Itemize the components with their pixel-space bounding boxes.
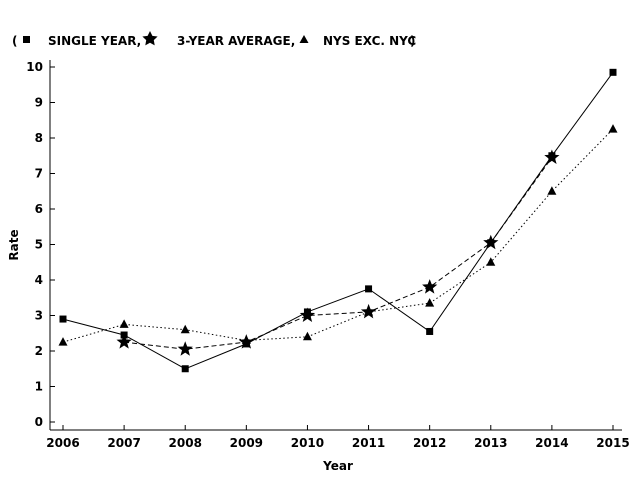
data-point-single-year [609, 68, 617, 76]
data-point-nys-exc-nyc [425, 298, 435, 307]
x-tick-label: 2007 [107, 436, 140, 450]
x-tick-label: 2012 [413, 436, 446, 450]
legend: ( SINGLE YEAR, 3-YEAR AVERAGE, NYS EXC. … [12, 31, 416, 48]
x-tick-label: 2015 [596, 436, 629, 450]
y-axis-title: Rate [7, 229, 21, 260]
y-tick-label: 6 [35, 202, 43, 216]
x-tick-label: 2009 [230, 436, 263, 450]
data-point-single-year [181, 365, 189, 373]
data-point-nys-exc-nyc [180, 324, 190, 334]
y-tick-label: 2 [35, 344, 43, 358]
x-tick-label: 2013 [474, 436, 507, 450]
y-tick-label: 9 [35, 96, 43, 110]
x-axis-title: Year [322, 459, 353, 473]
data-point-nys-exc-nyc [241, 335, 251, 344]
data-point-nys-exc-nyc [547, 186, 557, 195]
axes: 0 1 2 3 4 5 6 7 8 9 10 2006 2007 2008 2009 2010 2011 2012… [26, 60, 630, 450]
data-point-3-year-average [177, 341, 193, 356]
data-point-nys-exc-nyc [58, 337, 68, 346]
x-tick-label: 2011 [352, 436, 385, 450]
legend-label-3-year-average: 3-YEAR AVERAGE, [177, 34, 295, 48]
y-tick-label: 10 [26, 60, 43, 74]
legend-label-nys-exc-nyc: NYS EXC. NYC [323, 34, 416, 48]
series-line-nys-exc-nyc [62, 128, 614, 343]
legend-square-marker [23, 36, 30, 43]
data-point-single-year [59, 315, 67, 323]
y-tick-label: 5 [35, 238, 43, 252]
y-tick-label: 7 [35, 167, 43, 181]
legend-star-marker [142, 31, 158, 46]
legend-label-single-year: SINGLE YEAR, [48, 34, 141, 48]
legend-close-paren: ) [410, 34, 415, 48]
legend-open-paren: ( [12, 34, 17, 48]
plot-area [58, 68, 618, 373]
y-tick-label: 3 [35, 309, 43, 323]
data-point-single-year [365, 285, 373, 293]
x-tick-label: 2014 [535, 436, 568, 450]
x-tick-label: 2008 [169, 436, 202, 450]
x-tick-label: 2006 [46, 436, 79, 450]
data-point-nys-exc-nyc [364, 306, 374, 316]
series-line-3-year-average [124, 157, 553, 350]
data-point-3-year-average [116, 334, 132, 349]
data-point-nys-exc-nyc [119, 319, 129, 328]
data-point-single-year [426, 327, 434, 335]
y-tick-label: 1 [35, 380, 43, 394]
data-point-nys-exc-nyc [302, 331, 312, 341]
data-point-3-year-average [299, 307, 316, 322]
data-point-3-year-average [422, 279, 438, 294]
legend-triangle-marker [299, 35, 309, 43]
y-tick-label: 4 [35, 273, 43, 287]
y-tick-label: 0 [35, 415, 43, 429]
data-point-3-year-average [544, 149, 560, 164]
data-point-nys-exc-nyc [486, 257, 496, 266]
y-tick-label: 8 [35, 131, 43, 145]
data-point-nys-exc-nyc [608, 124, 618, 133]
x-tick-label: 2010 [291, 436, 324, 450]
series-line-single-year [62, 72, 614, 370]
data-point-3-year-average [483, 234, 499, 250]
